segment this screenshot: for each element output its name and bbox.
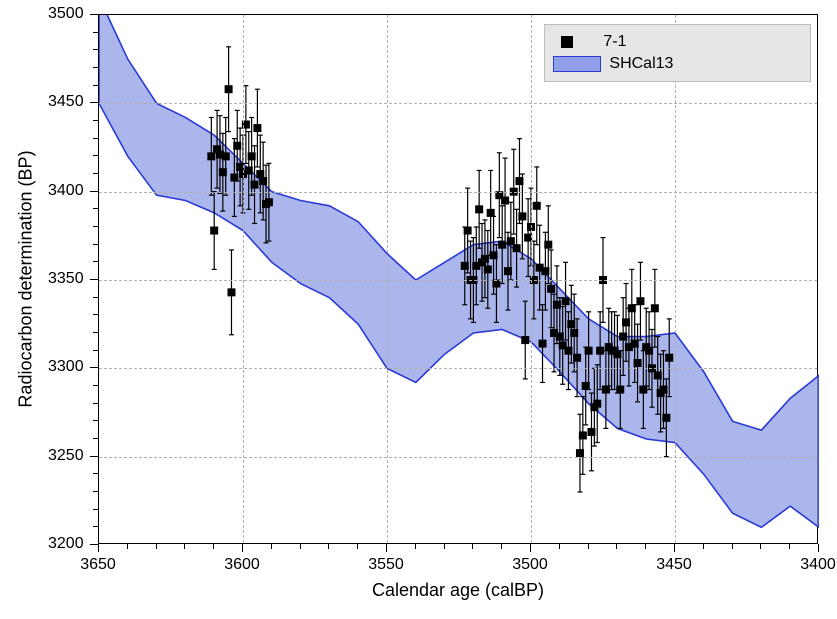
data-point [265, 198, 273, 206]
x-tick-label: 3500 [512, 556, 548, 574]
data-point [585, 347, 593, 355]
data-point [230, 174, 238, 182]
data-point [579, 431, 587, 439]
data-point [225, 85, 233, 93]
data-point [210, 227, 218, 235]
data-point [248, 152, 256, 160]
data-point [567, 320, 575, 328]
data-point [461, 262, 469, 270]
y-tick-label: 3500 [48, 5, 84, 23]
y-tick-label: 3300 [48, 358, 84, 376]
legend-item: 7-1 [553, 31, 799, 53]
x-tick-label: 3450 [656, 556, 692, 574]
y-tick-label: 3200 [48, 535, 84, 553]
data-point [628, 304, 636, 312]
data-point [654, 371, 662, 379]
data-point [645, 347, 653, 355]
data-point [253, 124, 261, 132]
data-point [639, 386, 647, 394]
data-point [259, 177, 267, 185]
y-tick-label: 3400 [48, 182, 84, 200]
x-tick-label: 3400 [800, 556, 836, 574]
data-point [481, 255, 489, 263]
data-point [573, 354, 581, 362]
data-point [533, 202, 541, 210]
data-point [504, 267, 512, 275]
data-point [662, 414, 670, 422]
data-point [484, 265, 492, 273]
data-point [256, 170, 264, 178]
data-point [553, 301, 561, 309]
data-point [564, 347, 572, 355]
data-point [207, 152, 215, 160]
data-point [651, 304, 659, 312]
legend-item: SHCal13 [553, 53, 799, 75]
data-point [659, 386, 667, 394]
data-point [245, 166, 253, 174]
data-point [622, 318, 630, 326]
data-point [616, 386, 624, 394]
data-point [613, 350, 621, 358]
data-point [636, 297, 644, 305]
data-point [487, 209, 495, 217]
data-point [475, 205, 483, 213]
data-point [539, 340, 547, 348]
y-axis-label: Radiocarbon determination (BP) [16, 150, 37, 407]
data-point [233, 142, 241, 150]
data-point [490, 251, 498, 259]
plot-area [98, 14, 818, 544]
data-point [222, 152, 230, 160]
data-point [665, 354, 673, 362]
data-point [631, 340, 639, 348]
data-point [602, 386, 610, 394]
data-point [251, 181, 259, 189]
y-tick-label: 3350 [48, 270, 84, 288]
data-point [544, 241, 552, 249]
x-tick-label: 3650 [80, 556, 116, 574]
data-point [562, 297, 570, 305]
legend-label: SHCal13 [609, 55, 673, 73]
data-point [587, 428, 595, 436]
data-point [541, 267, 549, 275]
data-point [515, 177, 523, 185]
legend-band-icon [553, 56, 601, 72]
data-point [219, 168, 227, 176]
data-point [582, 382, 590, 390]
data-point [547, 285, 555, 293]
data-point [593, 400, 601, 408]
x-axis-label: Calendar age (calBP) [372, 580, 544, 601]
data-point [556, 333, 564, 341]
data-point [596, 347, 604, 355]
legend-label: 7-1 [603, 33, 626, 51]
x-tick-label: 3600 [224, 556, 260, 574]
legend: 7-1 SHCal13 [544, 24, 810, 82]
x-tick-label: 3550 [368, 556, 404, 574]
data-point [464, 227, 472, 235]
radiocarbon-chart: Radiocarbon determination (BP) Calendar … [0, 0, 837, 619]
data-point [501, 197, 509, 205]
data-point [518, 212, 526, 220]
y-tick-label: 3450 [48, 93, 84, 111]
data-point [507, 237, 515, 245]
data-point [227, 288, 235, 296]
data-point [498, 241, 506, 249]
data-point [513, 244, 521, 252]
legend-marker-icon [561, 36, 573, 48]
y-tick-label: 3250 [48, 447, 84, 465]
data-point [634, 359, 642, 367]
data-point [521, 336, 529, 344]
data-point [619, 333, 627, 341]
data-point [570, 329, 578, 337]
